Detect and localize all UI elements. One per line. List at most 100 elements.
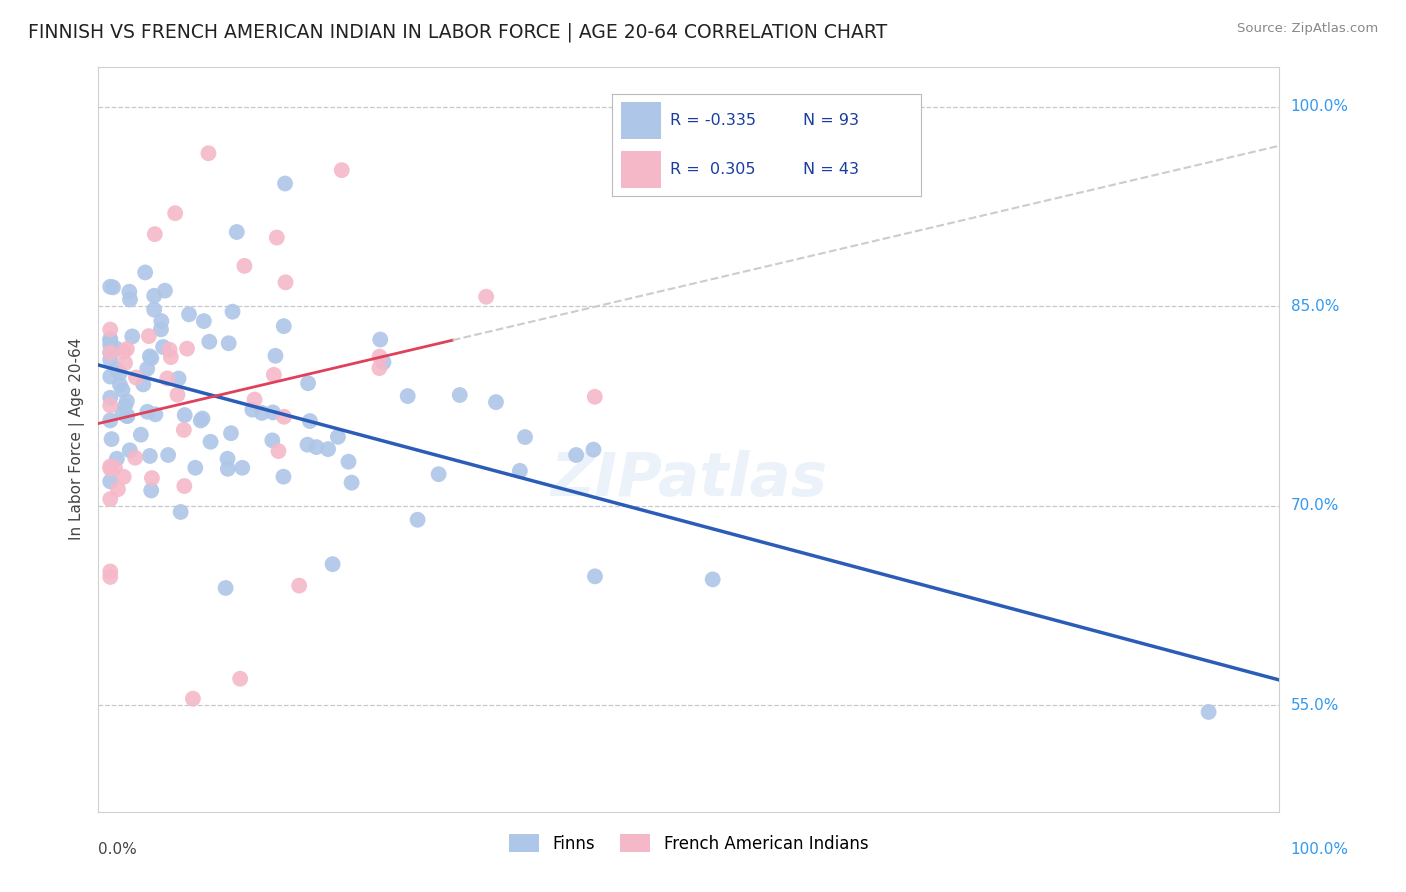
Point [250, 406, 273, 420]
Point [565, 448, 588, 462]
Point [111, 383, 134, 397]
Point [98, 475, 121, 489]
Point [112, 344, 135, 359]
Point [337, 455, 360, 469]
Text: R = -0.335: R = -0.335 [671, 112, 756, 128]
Point [141, 351, 163, 366]
Point [298, 414, 321, 428]
Point [129, 427, 152, 442]
Point [509, 464, 531, 478]
Point [138, 329, 160, 343]
Point [274, 276, 297, 290]
Bar [621, 102, 661, 139]
Point [330, 163, 353, 178]
Point [98, 570, 121, 584]
Point [105, 362, 128, 376]
Point [340, 475, 363, 490]
Point [266, 230, 288, 244]
Text: 100.0%: 100.0% [1291, 99, 1348, 114]
Text: N = 43: N = 43 [803, 162, 859, 178]
Point [152, 340, 174, 354]
Point [449, 388, 471, 402]
Point [264, 349, 287, 363]
Point [167, 371, 190, 385]
Point [583, 569, 606, 583]
Legend: Finns, French American Indians: Finns, French American Indians [503, 827, 875, 859]
Point [136, 405, 159, 419]
Point [582, 442, 605, 457]
Point [143, 289, 166, 303]
Point [100, 432, 122, 446]
Point [240, 402, 263, 417]
Point [243, 392, 266, 407]
Y-axis label: In Labor Force | Age 20-64: In Labor Force | Age 20-64 [69, 338, 84, 541]
Point [159, 343, 181, 357]
Text: 85.0%: 85.0% [1291, 299, 1339, 314]
Point [134, 265, 156, 279]
Point [157, 448, 180, 462]
Point [125, 370, 148, 384]
Point [107, 482, 129, 496]
Point [169, 505, 191, 519]
Point [166, 388, 188, 402]
Point [141, 471, 163, 485]
Point [111, 406, 134, 420]
Text: FINNISH VS FRENCH AMERICAN INDIAN IN LABOR FORCE | AGE 20-64 CORRELATION CHART: FINNISH VS FRENCH AMERICAN INDIAN IN LAB… [28, 22, 887, 42]
Point [108, 377, 131, 392]
Point [104, 461, 127, 475]
Point [118, 285, 141, 299]
Point [267, 444, 290, 458]
Point [326, 430, 349, 444]
Point [98, 391, 121, 405]
Point [297, 438, 319, 452]
Point [145, 407, 167, 421]
Point [108, 366, 131, 380]
Point [583, 390, 606, 404]
Point [98, 459, 121, 474]
Point [98, 461, 121, 475]
Point [297, 376, 319, 391]
Point [173, 408, 195, 422]
Point [143, 227, 166, 242]
Point [98, 369, 121, 384]
Point [273, 409, 295, 424]
Point [132, 377, 155, 392]
Point [114, 399, 136, 413]
Point [98, 345, 121, 359]
Point [217, 462, 239, 476]
Point [263, 368, 285, 382]
Point [233, 259, 256, 273]
Point [153, 284, 176, 298]
Point [165, 206, 187, 220]
Point [231, 460, 253, 475]
Point [105, 451, 128, 466]
Point [193, 314, 215, 328]
Point [368, 361, 391, 376]
Point [273, 319, 295, 334]
Point [368, 350, 391, 364]
Point [229, 672, 252, 686]
Point [406, 513, 429, 527]
Point [141, 483, 163, 498]
Point [98, 345, 121, 359]
Point [139, 350, 162, 364]
Point [288, 579, 311, 593]
Point [124, 450, 146, 465]
Point [273, 469, 295, 483]
Point [214, 581, 236, 595]
Point [160, 350, 183, 364]
Point [322, 557, 344, 571]
Point [136, 361, 159, 376]
Point [225, 225, 247, 239]
Point [173, 479, 195, 493]
Point [200, 434, 222, 449]
Point [118, 443, 141, 458]
Point [262, 434, 284, 448]
Point [98, 279, 121, 293]
Point [118, 293, 141, 307]
Point [112, 470, 135, 484]
Point [262, 405, 284, 419]
Point [98, 352, 121, 367]
Point [218, 336, 240, 351]
Point [190, 413, 212, 427]
